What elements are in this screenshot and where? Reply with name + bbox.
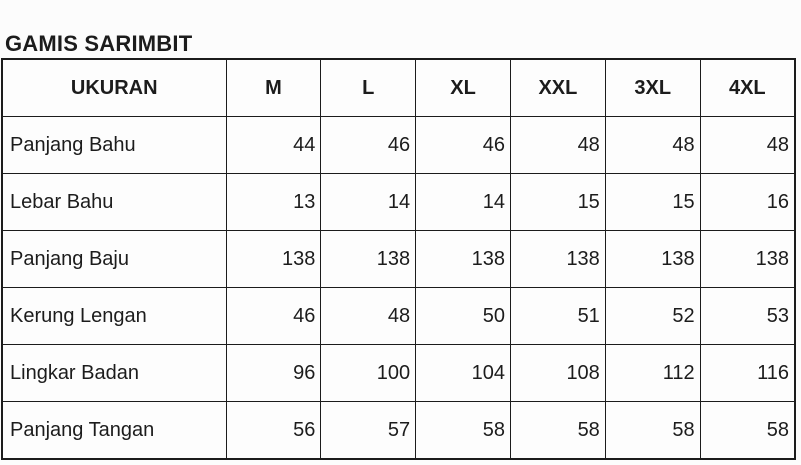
table-row: Kerung Lengan 46 48 50 51 52 53 xyxy=(1,287,796,345)
value-cell: 14 xyxy=(415,173,511,231)
table-row: Panjang Baju 138 138 138 138 138 138 xyxy=(1,230,796,288)
header-row: UKURAN M L XL XXL 3XL 4XL xyxy=(1,58,796,117)
header-cell-m: M xyxy=(225,58,322,117)
value-cell: 104 xyxy=(415,344,511,402)
value-cell: 138 xyxy=(415,230,511,288)
value-cell: 58 xyxy=(604,401,701,460)
value-cell: 116 xyxy=(699,344,796,402)
value-cell: 56 xyxy=(225,401,322,460)
value-cell: 46 xyxy=(415,116,511,174)
value-cell: 13 xyxy=(225,173,322,231)
size-chart-table: UKURAN M L XL XXL 3XL 4XL Panjang Bahu 44 46 46 48… xyxy=(1,58,796,460)
table-row: Panjang Bahu 44 46 46 48 48 48 xyxy=(1,116,796,174)
value-cell: 58 xyxy=(509,401,606,460)
header-cell-ukuran: UKURAN xyxy=(1,58,227,117)
value-cell: 14 xyxy=(320,173,417,231)
row-label: Panjang Bahu xyxy=(1,116,227,174)
value-cell: 46 xyxy=(225,287,322,345)
value-cell: 138 xyxy=(699,230,796,288)
value-cell: 138 xyxy=(604,230,701,288)
row-label: Lebar Bahu xyxy=(1,173,227,231)
value-cell: 100 xyxy=(320,344,417,402)
header-cell-xl: XL xyxy=(415,58,511,117)
value-cell: 15 xyxy=(604,173,701,231)
size-chart-header: UKURAN M L XL XXL 3XL 4XL xyxy=(1,58,796,117)
value-cell: 138 xyxy=(320,230,417,288)
value-cell: 53 xyxy=(699,287,796,345)
row-label: Lingkar Badan xyxy=(1,344,227,402)
header-cell-3xl: 3XL xyxy=(604,58,701,117)
value-cell: 15 xyxy=(509,173,606,231)
value-cell: 50 xyxy=(415,287,511,345)
value-cell: 48 xyxy=(320,287,417,345)
header-cell-l: L xyxy=(320,58,417,117)
table-row: Panjang Tangan 56 57 58 58 58 58 xyxy=(1,401,796,460)
row-label: Panjang Tangan xyxy=(1,401,227,460)
value-cell: 46 xyxy=(320,116,417,174)
size-chart-body: Panjang Bahu 44 46 46 48 48 48 Lebar Bahu 13 14 14… xyxy=(1,116,796,460)
value-cell: 138 xyxy=(225,230,322,288)
value-cell: 48 xyxy=(509,116,606,174)
value-cell: 16 xyxy=(699,173,796,231)
value-cell: 48 xyxy=(699,116,796,174)
row-label: Panjang Baju xyxy=(1,230,227,288)
table-row: Lebar Bahu 13 14 14 15 15 16 xyxy=(1,173,796,231)
value-cell: 44 xyxy=(225,116,322,174)
value-cell: 112 xyxy=(604,344,701,402)
row-label: Kerung Lengan xyxy=(1,287,227,345)
value-cell: 48 xyxy=(604,116,701,174)
value-cell: 108 xyxy=(509,344,606,402)
value-cell: 52 xyxy=(604,287,701,345)
value-cell: 51 xyxy=(509,287,606,345)
value-cell: 96 xyxy=(225,344,322,402)
header-cell-xxl: XXL xyxy=(509,58,606,117)
value-cell: 58 xyxy=(415,401,511,460)
table-row: Lingkar Badan 96 100 104 108 112 116 xyxy=(1,344,796,402)
value-cell: 57 xyxy=(320,401,417,460)
page-title: GAMIS SARIMBIT xyxy=(5,31,193,56)
header-cell-4xl: 4XL xyxy=(699,58,796,117)
value-cell: 138 xyxy=(509,230,606,288)
value-cell: 58 xyxy=(699,401,796,460)
